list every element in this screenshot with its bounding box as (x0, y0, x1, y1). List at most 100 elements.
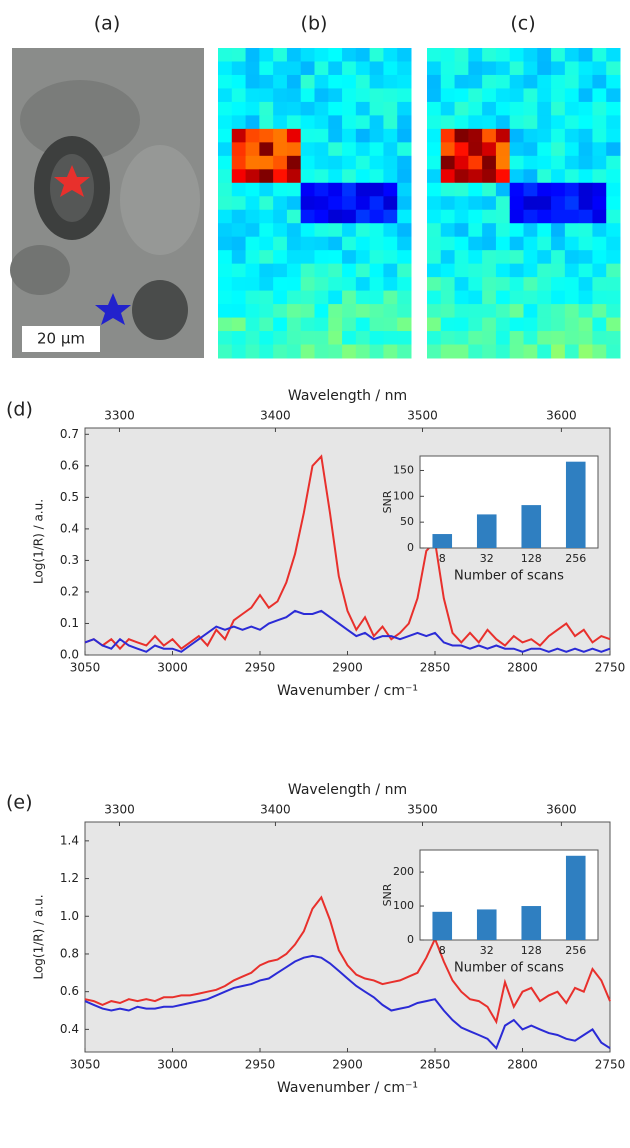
x-tick-label: 2900 (332, 661, 363, 675)
heat-cell (468, 182, 483, 197)
heat-cell (509, 236, 524, 251)
heat-cell (369, 101, 384, 116)
heat-cell (427, 277, 442, 292)
heat-cell (300, 48, 315, 62)
heat-cell (314, 142, 329, 157)
heat-cell (592, 88, 607, 103)
heat-cell (369, 331, 384, 346)
heat-cell (468, 155, 483, 170)
heat-cell (468, 331, 483, 346)
y-tick-label: 200 (393, 865, 414, 878)
heat-cell (592, 344, 607, 359)
heat-cell (468, 290, 483, 305)
heat-cell (427, 290, 442, 305)
heat-cell (482, 169, 497, 184)
heat-cell (231, 101, 247, 116)
heat-cell (383, 196, 398, 211)
heat-cell (383, 263, 398, 278)
heat-cell (495, 236, 511, 251)
heat-cell (355, 236, 371, 251)
heat-cell (523, 115, 538, 130)
heat-cell (537, 250, 552, 265)
heat-cell (495, 74, 511, 89)
heat-cell (383, 74, 398, 89)
heat-cell (245, 277, 260, 292)
heat-cell (245, 344, 260, 359)
heat-cell (383, 277, 398, 292)
heat-cell (454, 196, 469, 211)
heat-cell (509, 182, 524, 197)
heat-cell (440, 155, 456, 170)
heat-cell (482, 209, 497, 224)
heat-cell (397, 74, 412, 89)
panel-label: (d) (6, 399, 33, 421)
heat-cell (578, 128, 593, 143)
heat-cell (273, 290, 288, 305)
heat-cell (592, 196, 607, 211)
heat-cell (578, 263, 593, 278)
heat-cell (259, 331, 274, 346)
heat-cell (286, 331, 302, 346)
heat-cell (286, 142, 302, 157)
heat-cell (300, 142, 315, 157)
heat-cell (231, 344, 247, 359)
heat-cell (509, 74, 524, 89)
heat-cell (328, 209, 343, 224)
heat-cell (314, 317, 329, 332)
y-tick-label: 100 (393, 489, 414, 502)
heat-cell (314, 236, 329, 251)
spectrum-line (84, 954, 611, 1051)
heat-cell (495, 88, 511, 103)
heat-cell (355, 128, 371, 143)
heat-cell (218, 142, 233, 157)
heat-cell (231, 331, 247, 346)
heat-cell (314, 101, 329, 116)
heat-cell (495, 223, 511, 238)
heat-cell (314, 128, 329, 143)
heat-cell (482, 48, 497, 62)
heat-cell (495, 169, 511, 184)
y-axis-label: Log(1/R) / a.u. (32, 894, 46, 979)
x-tick-label: 128 (521, 552, 542, 565)
heat-cell (592, 209, 607, 224)
heat-cell (273, 304, 288, 319)
heat-cell (495, 263, 511, 278)
heat-cell (397, 182, 412, 197)
heat-cell (273, 169, 288, 184)
heat-cell (578, 317, 593, 332)
heat-cell (537, 344, 552, 359)
heat-cell (355, 290, 371, 305)
heat-cell (523, 209, 538, 224)
heat-cell (355, 331, 371, 346)
heat-cell (286, 169, 302, 184)
heat-cell (454, 209, 469, 224)
heat-cell (509, 304, 524, 319)
heat-cell (564, 344, 580, 359)
heat-cell (369, 304, 384, 319)
heat-cell (383, 115, 398, 130)
heat-cell (286, 344, 302, 359)
heat-cell (245, 88, 260, 103)
heat-cell (509, 223, 524, 238)
heat-cell (482, 277, 497, 292)
heat-cell (592, 169, 607, 184)
heat-cell (355, 169, 371, 184)
heat-cell (564, 169, 580, 184)
heat-cell (468, 263, 483, 278)
heat-cell (383, 317, 398, 332)
heat-cell (328, 344, 343, 359)
heat-cell (564, 290, 580, 305)
heat-cell (369, 290, 384, 305)
heat-cell (218, 48, 233, 62)
heat-cell (286, 155, 302, 170)
x-tick-label: 256 (565, 552, 586, 565)
heat-cell (523, 48, 538, 62)
heat-cell (564, 155, 580, 170)
x2-tick-label: 3600 (546, 803, 577, 817)
heat-cell (468, 250, 483, 265)
heat-cell (551, 209, 566, 224)
heat-cell (551, 115, 566, 130)
heat-cell (537, 74, 552, 89)
heat-cell (259, 304, 274, 319)
heat-cell (592, 250, 607, 265)
